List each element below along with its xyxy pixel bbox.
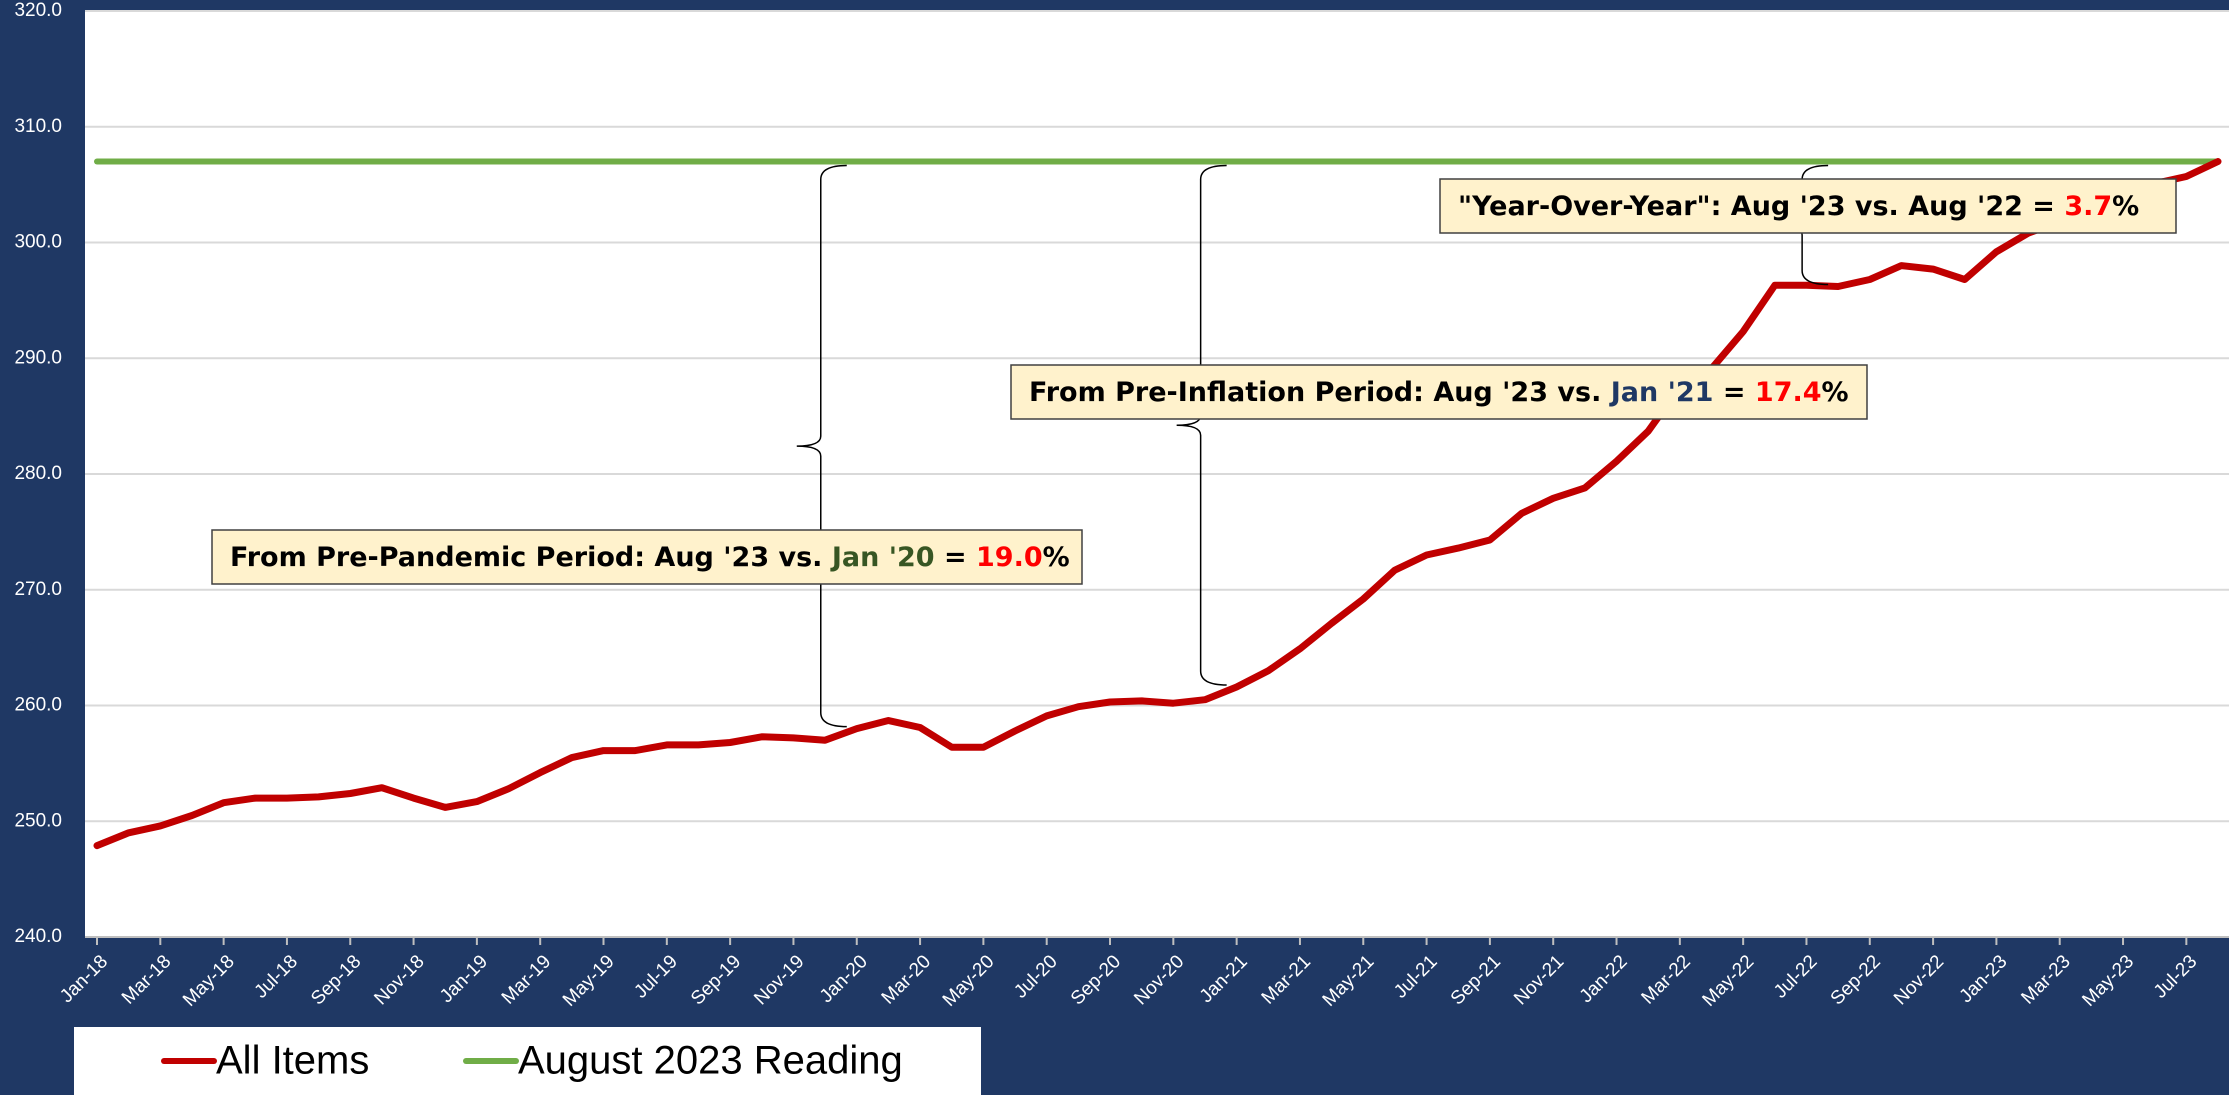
annotation-part: Jan '21 [1609,377,1714,408]
legend-box [74,1027,981,1095]
y-tick-label: 300.0 [14,232,62,253]
y-tick-label: 250.0 [14,810,62,831]
annotation-part: % [2112,191,2139,222]
y-tick-label: 310.0 [14,116,62,137]
y-tick-label: 260.0 [14,695,62,716]
y-tick-label: 290.0 [14,347,62,368]
annotation-text: "Year-Over-Year": Aug '23 vs. Aug '22 = … [1458,191,2139,222]
annotation-part: % [1043,542,1070,573]
y-tick-label: 280.0 [14,463,62,484]
annotation-part: From Pre-Pandemic Period: Aug '23 vs. [230,542,832,573]
annotation-text: From Pre-Inflation Period: Aug '23 vs. J… [1029,377,1849,408]
annotation-part: = [1713,377,1754,408]
annotation-part: 17.4 [1755,377,1822,408]
annotation-text: From Pre-Pandemic Period: Aug '23 vs. Ja… [230,542,1070,573]
annotation-part: 19.0 [976,542,1043,573]
annotation-box [1010,364,1868,420]
annotation-part: Jan '20 [830,542,935,573]
legend-label: August 2023 Reading [518,1039,903,1083]
annotation-box [1439,178,2177,234]
annotation-part: % [1822,377,1849,408]
annotation-part: = [935,542,976,573]
y-tick-label: 240.0 [14,926,62,947]
y-tick-label: 270.0 [14,579,62,600]
annotation-part: "Year-Over-Year": Aug '23 vs. Aug '22 = [1458,191,2064,222]
annotation-part: 3.7 [2064,191,2112,222]
y-tick-label: 320.0 [14,0,62,21]
line-series [93,158,2222,850]
annotation-box [211,529,1083,585]
legend-label: All Items [216,1039,369,1083]
annotation-part: From Pre-Inflation Period: Aug '23 vs. [1029,377,1611,408]
